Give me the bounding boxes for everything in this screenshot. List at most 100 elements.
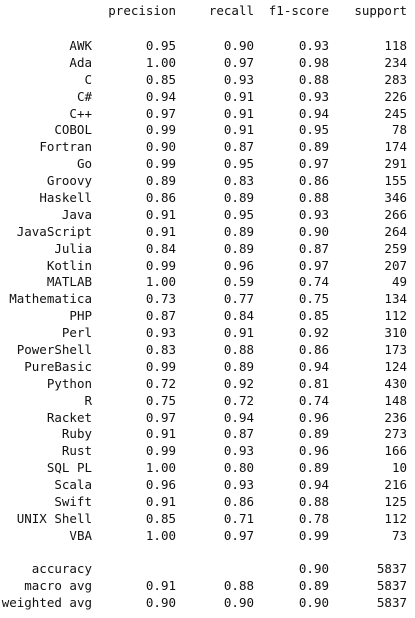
precision-value: 0.91 <box>145 577 176 593</box>
row-label: Fortran <box>39 139 92 155</box>
recall-value: 0.80 <box>223 460 254 476</box>
f1-score-value: 0.93 <box>298 206 329 222</box>
report-row: SQL PL 1.00 0.80 0.89 10 <box>0 460 415 477</box>
support-value: 266 <box>384 206 407 222</box>
summary-row: macro avg 0.91 0.88 0.89 5837 <box>0 578 415 595</box>
recall-value: 0.96 <box>223 257 254 273</box>
support-value: 5837 <box>376 594 407 610</box>
report-row: AWK 0.95 0.90 0.93 118 <box>0 38 415 55</box>
report-row: Haskell 0.86 0.89 0.88 346 <box>0 190 415 207</box>
support-value: 430 <box>384 375 407 391</box>
recall-value: 0.89 <box>223 358 254 374</box>
recall-value: 0.89 <box>223 240 254 256</box>
support-value: 125 <box>384 494 407 510</box>
support-value: 236 <box>384 409 407 425</box>
f1-score-value: 0.94 <box>298 477 329 493</box>
precision-value: 0.73 <box>145 291 176 307</box>
row-label: Java <box>61 206 92 222</box>
precision-value: 0.90 <box>145 594 176 610</box>
row-label: AWK <box>69 38 92 53</box>
report-row: C 0.85 0.93 0.88 283 <box>0 72 415 89</box>
support-value: 264 <box>384 223 407 239</box>
f1-score-value: 0.99 <box>298 527 329 543</box>
support-value: 155 <box>384 173 407 189</box>
recall-value: 0.71 <box>223 510 254 526</box>
row-label: Python <box>46 375 92 391</box>
precision-value: 0.91 <box>145 494 176 510</box>
row-label: Mathematica <box>9 291 92 307</box>
precision-value: 0.85 <box>145 510 176 526</box>
summary-spacer <box>0 545 415 561</box>
support-value: 245 <box>384 105 407 121</box>
recall-value: 0.93 <box>223 443 254 459</box>
f1-score-value: 0.88 <box>298 71 329 87</box>
precision-value: 0.91 <box>145 206 176 222</box>
f1-score-value: 0.90 <box>298 223 329 239</box>
recall-value: 0.87 <box>223 426 254 442</box>
support-value: 291 <box>384 156 407 172</box>
row-label: Scala <box>54 477 92 493</box>
report-row: Groovy 0.89 0.83 0.86 155 <box>0 173 415 190</box>
f1-score-value: 0.90 <box>298 594 329 610</box>
report-row: Rust 0.99 0.93 0.96 166 <box>0 443 415 460</box>
support-value: 112 <box>384 510 407 526</box>
recall-value: 0.84 <box>223 308 254 324</box>
recall-value: 0.83 <box>223 173 254 189</box>
report-row: Ruby 0.91 0.87 0.89 273 <box>0 426 415 443</box>
precision-value: 0.93 <box>145 325 176 341</box>
row-label: Ada <box>69 54 92 70</box>
row-label: COBOL <box>54 122 92 138</box>
row-label: C# <box>76 88 92 104</box>
row-label: PowerShell <box>16 342 92 358</box>
row-label: macro avg <box>24 577 92 593</box>
precision-value: 0.99 <box>145 122 176 138</box>
report-row: Julia 0.84 0.89 0.87 259 <box>0 241 415 258</box>
f1-score-value: 0.97 <box>298 257 329 273</box>
precision-value: 1.00 <box>145 527 176 543</box>
f1-score-value: 0.89 <box>298 426 329 442</box>
row-label: Julia <box>54 240 92 256</box>
class-rows: AWK 0.95 0.90 0.93 118 Ada 1.00 0.97 0.98 234 C 0.8… <box>0 38 415 545</box>
support-value: 207 <box>384 257 407 273</box>
precision-value: 0.99 <box>145 156 176 172</box>
summary-row: weighted avg 0.90 0.90 0.90 5837 <box>0 595 415 612</box>
precision-value: 0.85 <box>145 71 176 87</box>
recall-value: 0.97 <box>223 527 254 543</box>
support-value: 234 <box>384 54 407 70</box>
precision-value: 0.75 <box>145 392 176 408</box>
f1-score-value: 0.89 <box>298 460 329 476</box>
support-value: 118 <box>384 38 407 53</box>
f1-score-value: 0.74 <box>298 274 329 290</box>
precision-value: 0.91 <box>145 426 176 442</box>
support-value: 216 <box>384 477 407 493</box>
row-label: C++ <box>69 105 92 121</box>
report-row: Racket 0.97 0.94 0.96 236 <box>0 410 415 427</box>
precision-value: 0.97 <box>145 105 176 121</box>
support-value: 174 <box>384 139 407 155</box>
report-row: Mathematica 0.73 0.77 0.75 134 <box>0 291 415 308</box>
support-value: 124 <box>384 358 407 374</box>
precision-value: 0.72 <box>145 375 176 391</box>
recall-value: 0.91 <box>223 122 254 138</box>
row-label: VBA <box>69 527 92 543</box>
f1-score-value: 0.93 <box>298 88 329 104</box>
report-row: C++ 0.97 0.91 0.94 245 <box>0 106 415 123</box>
precision-value: 0.94 <box>145 88 176 104</box>
row-label: PHP <box>69 308 92 324</box>
row-label: Kotlin <box>46 257 92 273</box>
recall-value: 0.97 <box>223 54 254 70</box>
report-row: PureBasic 0.99 0.89 0.94 124 <box>0 359 415 376</box>
recall-value: 0.77 <box>223 291 254 307</box>
header-spacer <box>0 25 415 38</box>
precision-value: 0.95 <box>145 38 176 53</box>
recall-value: 0.91 <box>223 105 254 121</box>
report-row: Ada 1.00 0.97 0.98 234 <box>0 55 415 72</box>
f1-score-value: 0.93 <box>298 38 329 53</box>
support-value: 283 <box>384 71 407 87</box>
support-value: 148 <box>384 392 407 408</box>
f1-score-value: 0.75 <box>298 291 329 307</box>
precision-value: 0.96 <box>145 477 176 493</box>
support-value: 310 <box>384 325 407 341</box>
recall-value: 0.95 <box>223 156 254 172</box>
f1-score-value: 0.87 <box>298 240 329 256</box>
